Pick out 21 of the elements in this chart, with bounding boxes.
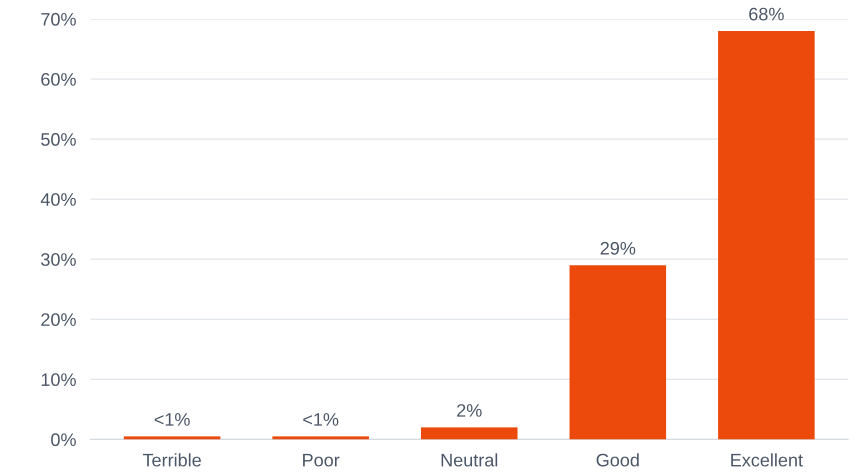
bar [570,265,666,440]
y-tick-label: 0% [51,433,76,446]
y-tick-label: 30% [41,253,76,266]
data-label: <1% [303,413,338,426]
data-label: 29% [600,242,636,255]
data-label: <1% [154,413,190,426]
data-label: 2% [457,404,482,417]
y-tick-label: 70% [41,12,76,26]
bar [420,427,518,440]
y-tick-label: 50% [41,133,76,146]
y-tick-label: 60% [41,72,76,86]
y-tick-label: 20% [41,313,76,326]
x-tick-label: Terrible [142,453,201,467]
x-tick-label: Neutral [442,453,498,467]
x-tick-label: Good [596,453,639,467]
x-tick-label: Excellent [731,453,803,467]
data-label: 68% [749,8,784,20]
x-tick-label: Poor [303,454,340,467]
y-tick-label: 40% [40,193,76,206]
y-tick-label: 10% [42,373,76,386]
bar [718,31,815,440]
